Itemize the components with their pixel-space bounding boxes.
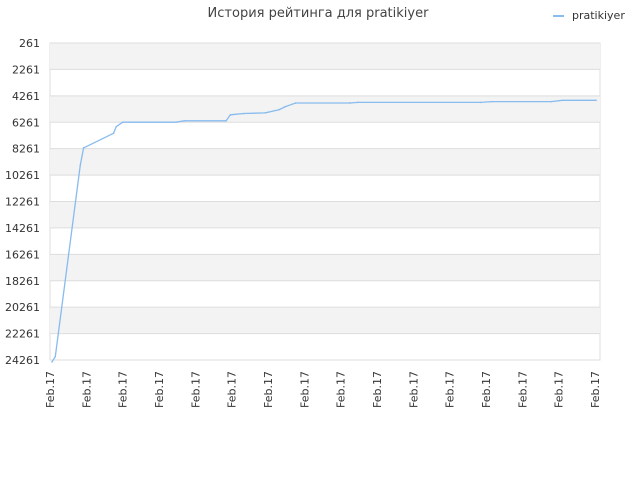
data-point (284, 106, 286, 108)
plot-band (50, 148, 600, 176)
data-point (242, 112, 245, 115)
data-point (490, 100, 493, 103)
y-tick-label: 18261 (5, 275, 40, 288)
data-point (112, 132, 115, 135)
data-point (54, 355, 57, 358)
y-tick-label: 2261 (12, 63, 40, 76)
data-point (183, 119, 185, 122)
x-tick-label: Feb.17 (371, 371, 384, 408)
data-point (550, 100, 553, 103)
y-tick-label: 20261 (5, 301, 40, 314)
x-tick-label: Feb.17 (189, 371, 202, 408)
plot-band (50, 307, 600, 334)
data-point (115, 125, 117, 128)
x-tick-label: Feb.17 (298, 371, 311, 408)
y-tick-label: 12261 (5, 196, 40, 209)
x-tick-label: Feb.17 (480, 371, 493, 408)
data-point (121, 121, 124, 124)
data-point (561, 99, 564, 102)
data-point (229, 114, 232, 116)
plot-band (50, 95, 600, 123)
x-tick-label: Feb.17 (444, 371, 457, 408)
data-point (595, 99, 597, 102)
y-tick-label: 24261 (5, 354, 40, 367)
x-tick-label: Feb.17 (117, 371, 130, 408)
y-tick-label: 6261 (12, 116, 40, 129)
x-tick-label: Feb.17 (407, 371, 420, 408)
data-point (291, 103, 293, 106)
x-tick-label: Feb.17 (516, 371, 529, 408)
data-point (278, 108, 281, 111)
data-point (267, 111, 269, 113)
series-group (51, 99, 597, 363)
data-point (82, 147, 85, 149)
y-tick-label: 14261 (5, 222, 40, 235)
legend-label: pratikiyer (572, 9, 625, 22)
data-point (294, 102, 297, 104)
x-axis-ticks: Feb.17 Feb.17 Feb.17 Feb.17 Feb.17 Feb.17 Feb.… (44, 371, 602, 408)
y-tick-label: 8261 (12, 143, 40, 156)
plot-band (50, 254, 600, 281)
legend[interactable]: pratikiyer (553, 9, 625, 22)
y-tick-label: 261 (19, 37, 40, 50)
y-axis-ticks: 261 2261 4261 6261 8261 10261 12261 14261 16261 1… (5, 37, 40, 367)
data-point (225, 119, 227, 122)
x-tick-label: Feb.17 (335, 371, 348, 408)
x-tick-label: Feb.17 (44, 371, 57, 408)
x-tick-label: Feb.17 (226, 371, 239, 408)
data-point (175, 121, 177, 124)
x-tick-label: Feb.17 (80, 371, 93, 408)
plot-band (50, 43, 600, 70)
x-tick-label: Feb.17 (153, 371, 166, 408)
y-tick-label: 4261 (12, 90, 40, 103)
plot-band (50, 201, 600, 228)
x-tick-label: Feb.17 (553, 371, 566, 408)
x-tick-label: Feb.17 (589, 371, 602, 408)
x-tick-label: Feb.17 (262, 371, 275, 408)
gridlines (50, 42, 600, 361)
data-point (264, 112, 267, 114)
data-point (349, 102, 351, 104)
y-tick-label: 22261 (5, 328, 40, 341)
y-tick-label: 10261 (5, 169, 40, 182)
y-tick-label: 16261 (5, 248, 40, 261)
data-point (51, 361, 53, 363)
data-point (356, 101, 359, 104)
data-point (79, 164, 82, 166)
data-point (479, 101, 482, 104)
chart-title: История рейтинга для pratikiyer (208, 6, 430, 21)
